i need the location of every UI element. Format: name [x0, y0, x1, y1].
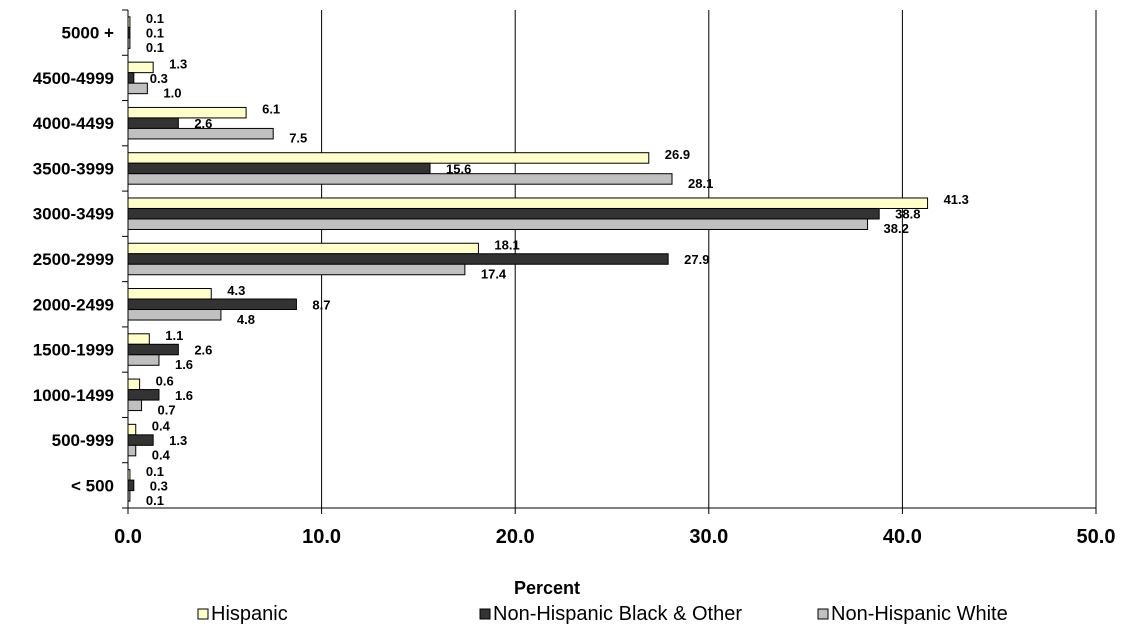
data-label: 1.3 — [169, 56, 187, 71]
data-label: 1.3 — [169, 433, 187, 448]
bar — [127, 207, 880, 220]
bar — [127, 343, 179, 356]
data-label: 2.6 — [194, 116, 212, 131]
category-label: 2500-2999 — [33, 250, 114, 269]
data-label: 4.8 — [237, 312, 255, 327]
bar — [127, 173, 673, 185]
bar — [127, 197, 929, 209]
category-label: 4500-4999 — [33, 69, 114, 88]
bar — [127, 82, 148, 95]
data-label: 18.1 — [494, 238, 519, 253]
legend-label: Non-Hispanic Black & Other — [493, 603, 742, 625]
data-label: 0.1 — [146, 40, 164, 55]
bar — [127, 253, 669, 265]
data-label: 1.6 — [175, 388, 193, 403]
data-label: 4.3 — [227, 283, 245, 298]
axes: 0.0 10.0 20.0 30.0 40.0 50.0 5000 + 4500-4999 40… — [33, 9, 1116, 548]
data-label: 0.1 — [146, 464, 164, 479]
bar — [127, 117, 179, 129]
data-label: 0.7 — [158, 402, 176, 417]
data-label: 17.4 — [481, 267, 507, 282]
data-label: 38.2 — [884, 221, 909, 236]
bar — [127, 423, 137, 436]
bar — [127, 479, 135, 492]
data-label: 27.9 — [684, 252, 709, 267]
x-tick-label: 50.0 — [1077, 526, 1116, 548]
data-label: 0.3 — [150, 71, 168, 86]
x-tick-label: 40.0 — [883, 526, 922, 548]
data-label: 38.8 — [895, 207, 920, 222]
bar — [127, 72, 135, 84]
x-tick-label: 20.0 — [496, 526, 535, 548]
data-label: 1.6 — [175, 357, 193, 372]
bar — [127, 242, 479, 255]
data-label: 28.1 — [688, 176, 713, 191]
category-label: < 500 — [71, 476, 114, 495]
category-label: 500-999 — [52, 431, 114, 450]
bar — [127, 444, 137, 457]
category-label: 4000-4499 — [33, 114, 114, 133]
x-tick-label: 30.0 — [689, 526, 728, 548]
data-label: 26.9 — [665, 147, 690, 162]
category-label: 1500-1999 — [33, 341, 114, 360]
category-label: 5000 + — [62, 24, 115, 43]
data-label: 8.7 — [312, 297, 330, 312]
x-axis-title: Percent — [514, 578, 580, 598]
legend-swatch — [479, 608, 491, 620]
legend-label: Non-Hispanic White — [831, 603, 1008, 625]
data-label: 0.4 — [152, 419, 171, 434]
bar — [127, 309, 222, 321]
data-label: 0.6 — [156, 373, 174, 388]
bar — [127, 354, 160, 366]
category-label: 1000-1499 — [33, 386, 114, 405]
bar — [127, 389, 160, 401]
bar — [127, 333, 150, 345]
data-label: 2.6 — [194, 343, 212, 358]
x-tick-label: 10.0 — [302, 526, 341, 548]
category-label: 3500-3999 — [33, 159, 114, 178]
bar — [127, 378, 141, 391]
data-label: 15.6 — [446, 161, 471, 176]
data-label: 0.4 — [152, 448, 171, 463]
legend-label: Hispanic — [211, 603, 288, 625]
category-label: 3000-3499 — [33, 205, 114, 224]
data-label: 0.3 — [150, 478, 168, 493]
legend-swatch — [817, 608, 829, 620]
bar — [127, 162, 431, 175]
x-tick-label: 0.0 — [114, 526, 142, 548]
data-label: 41.3 — [944, 192, 969, 207]
bar — [127, 399, 143, 412]
data-label: 1.0 — [163, 85, 181, 100]
category-label: 2000-2499 — [33, 295, 114, 314]
legend-swatch — [197, 608, 209, 620]
bar — [127, 152, 650, 164]
data-label: 0.1 — [146, 11, 164, 26]
data-label: 0.1 — [146, 26, 164, 41]
gridlines — [321, 10, 1097, 508]
bar — [127, 106, 247, 119]
bar — [127, 263, 466, 276]
legend: Hispanic Non-Hispanic Black & Other Non-Hi… — [197, 603, 1008, 625]
bar — [127, 288, 212, 300]
data-label: 1.1 — [165, 328, 183, 343]
bar — [127, 298, 297, 311]
data-label: 6.1 — [262, 102, 280, 117]
data-label: 0.1 — [146, 493, 164, 508]
data-labels: 0.10.10.11.30.31.06.12.67.526.915.628.14… — [146, 11, 969, 508]
data-label: 7.5 — [289, 131, 307, 146]
bar — [127, 434, 154, 446]
bar — [127, 218, 869, 230]
bars — [127, 16, 929, 502]
